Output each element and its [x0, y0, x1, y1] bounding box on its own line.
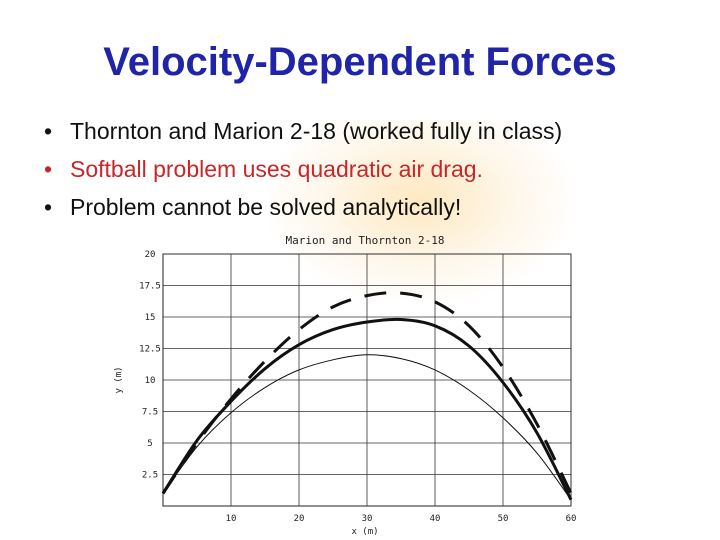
background-glow	[270, 120, 570, 300]
x-tick-label: 10	[226, 514, 237, 524]
y-axis-label: y (m)	[114, 366, 124, 393]
x-tick-label: 20	[294, 514, 305, 524]
bullet-item-2: • Softball problem uses quadratic air dr…	[44, 150, 562, 188]
y-tick-label: 7.5	[142, 408, 158, 418]
y-tick-label: 15	[145, 313, 156, 323]
bullet-text-1: Thornton and Marion 2-18 (worked fully i…	[70, 118, 563, 144]
x-tick-label: 40	[430, 514, 441, 524]
y-tick-label: 10	[145, 376, 156, 386]
y-tick-label: 12.5	[139, 345, 161, 355]
y-tick-label: 5	[147, 439, 152, 449]
y-tick-label: 2.5	[142, 471, 158, 481]
chart-title: Marion and Thornton 2-18	[286, 234, 445, 247]
series-line-thin	[162, 354, 572, 500]
x-tick-label: 50	[498, 514, 509, 524]
bullet-dot: •	[44, 194, 53, 220]
y-tick-label: 20	[145, 250, 156, 260]
bullet-item-3: • Problem cannot be solved analytically!	[44, 188, 562, 226]
bullet-dot: •	[44, 156, 53, 182]
x-tick-label: 30	[362, 514, 373, 524]
bullet-item-1: • Thornton and Marion 2-18 (worked fully…	[44, 112, 562, 150]
slide-title: Velocity-Dependent Forces	[103, 40, 617, 84]
bullet-text-3: Problem cannot be solved analytically!	[70, 194, 462, 220]
bullet-text-2: Softball problem uses quadratic air drag…	[70, 156, 483, 182]
bullet-dot: •	[44, 118, 53, 144]
x-tick-label: 60	[566, 514, 577, 524]
series-line-dashed	[161, 291, 573, 495]
bullet-list: • Thornton and Marion 2-18 (worked fully…	[44, 112, 562, 226]
series-line-thick	[161, 317, 573, 501]
x-axis-label: x (m)	[351, 527, 378, 537]
y-tick-label: 17.5	[139, 282, 161, 292]
